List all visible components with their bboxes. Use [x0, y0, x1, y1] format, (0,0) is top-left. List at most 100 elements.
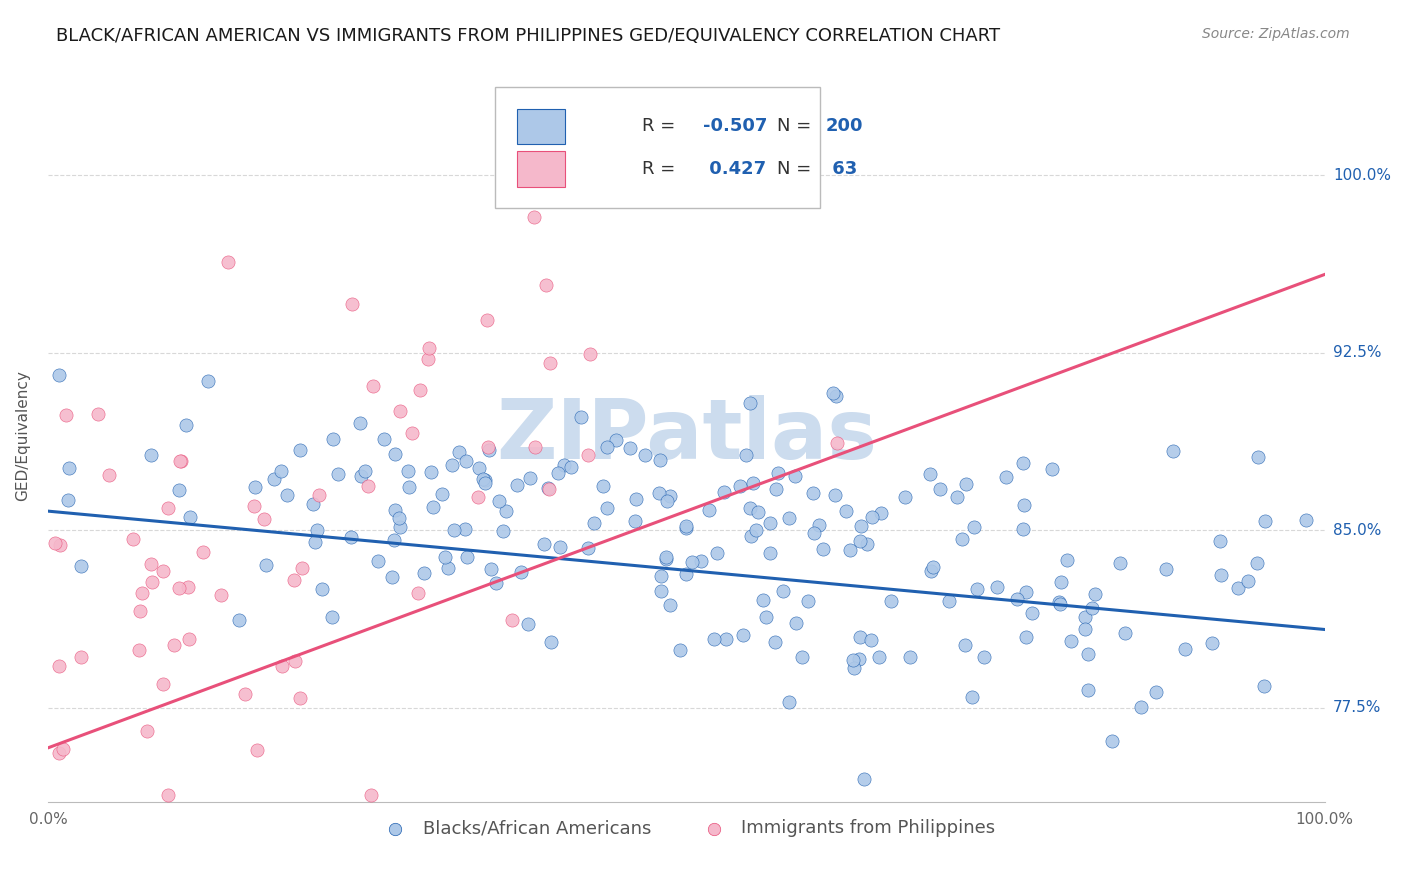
Point	[624, 514, 647, 528]
Point	[839, 543, 862, 558]
Point	[167, 483, 190, 497]
Point	[654, 552, 676, 566]
Point	[478, 443, 501, 458]
Point	[853, 772, 876, 786]
Point	[803, 526, 825, 541]
Point	[1101, 733, 1123, 747]
Point	[384, 447, 406, 461]
Point	[86, 408, 108, 422]
Point	[349, 417, 371, 431]
Point	[523, 210, 546, 224]
Point	[747, 505, 769, 519]
Point	[825, 389, 848, 403]
Point	[233, 687, 256, 701]
Point	[596, 440, 619, 454]
Point	[1049, 574, 1071, 589]
Point	[475, 313, 498, 327]
Point	[197, 374, 219, 388]
Point	[243, 500, 266, 514]
Point	[953, 638, 976, 652]
Point	[1077, 683, 1099, 698]
Point	[152, 564, 174, 578]
Point	[360, 788, 382, 802]
Point	[547, 466, 569, 480]
Point	[340, 297, 363, 311]
Point	[801, 485, 824, 500]
Point	[733, 628, 755, 642]
Legend: Blacks/African Americans, Immigrants from Philippines: Blacks/African Americans, Immigrants fro…	[370, 812, 1002, 845]
Point	[170, 453, 193, 467]
Point	[537, 481, 560, 495]
Point	[156, 788, 179, 802]
Text: ZIPatlas: ZIPatlas	[496, 395, 877, 476]
Point	[55, 408, 77, 422]
FancyBboxPatch shape	[495, 87, 821, 208]
Point	[471, 472, 494, 486]
Point	[506, 478, 529, 492]
Point	[167, 581, 190, 595]
Point	[437, 561, 460, 575]
Point	[122, 532, 145, 546]
Point	[401, 426, 423, 441]
Point	[271, 658, 294, 673]
Text: N =: N =	[778, 118, 811, 136]
Point	[191, 545, 214, 559]
Point	[973, 649, 995, 664]
Point	[659, 490, 682, 504]
Point	[246, 743, 269, 757]
Point	[849, 519, 872, 533]
Point	[540, 634, 562, 648]
Text: 0.427: 0.427	[703, 160, 766, 178]
Point	[946, 490, 969, 504]
Point	[367, 554, 389, 568]
Point	[1156, 562, 1178, 576]
Point	[382, 533, 405, 548]
Point	[129, 603, 152, 617]
Point	[1059, 634, 1081, 648]
Point	[1012, 498, 1035, 512]
Point	[430, 486, 453, 500]
Point	[1247, 450, 1270, 464]
Point	[468, 460, 491, 475]
Text: 100.0%: 100.0%	[1333, 168, 1391, 183]
Point	[49, 538, 72, 552]
Point	[579, 347, 602, 361]
Point	[675, 519, 697, 533]
Point	[1007, 591, 1029, 606]
Point	[870, 506, 893, 520]
Point	[357, 479, 380, 493]
Point	[703, 632, 725, 646]
Point	[139, 557, 162, 571]
Point	[307, 523, 329, 537]
Point	[443, 523, 465, 537]
Point	[821, 385, 844, 400]
Point	[842, 652, 865, 666]
Point	[860, 633, 883, 648]
Point	[48, 368, 70, 383]
Point	[301, 497, 323, 511]
Point	[243, 480, 266, 494]
Point	[681, 555, 703, 569]
Point	[675, 521, 697, 535]
Point	[131, 585, 153, 599]
Point	[389, 520, 412, 534]
Text: BLACK/AFRICAN AMERICAN VS IMMIGRANTS FROM PHILIPPINES GED/EQUIVALENCY CORRELATIO: BLACK/AFRICAN AMERICAN VS IMMIGRANTS FRO…	[56, 27, 1000, 45]
Point	[1047, 595, 1070, 609]
Point	[785, 469, 807, 483]
Point	[308, 488, 330, 502]
Point	[288, 691, 311, 706]
Point	[519, 471, 541, 485]
Point	[177, 632, 200, 646]
Point	[516, 616, 538, 631]
Text: Source: ZipAtlas.com: Source: ZipAtlas.com	[1202, 27, 1350, 41]
Text: 200: 200	[825, 118, 863, 136]
Point	[254, 558, 277, 572]
Point	[416, 352, 439, 367]
Point	[373, 432, 395, 446]
Point	[634, 448, 657, 462]
Point	[894, 490, 917, 504]
Point	[675, 567, 697, 582]
Point	[596, 501, 619, 516]
Point	[1056, 552, 1078, 566]
Point	[139, 448, 162, 462]
